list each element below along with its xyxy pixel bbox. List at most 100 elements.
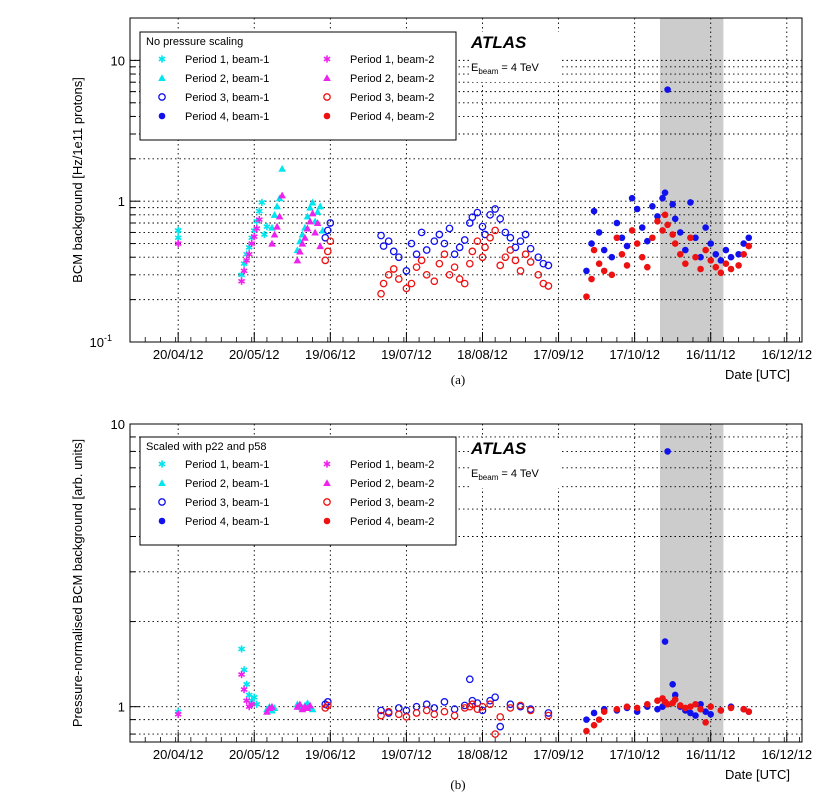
data-point: [544, 709, 553, 717]
energy-subscript: beam: [478, 67, 498, 76]
data-point: [608, 253, 616, 261]
data-point: [450, 250, 459, 259]
data-point: [702, 708, 709, 715]
data-point: [588, 240, 595, 247]
data-point: [664, 700, 671, 708]
data-point: [174, 710, 182, 718]
data-point: [717, 269, 725, 277]
data-point: [486, 233, 494, 242]
y-axis-label: Pressure-normalised BCM background [arb.…: [70, 439, 85, 727]
data-point: [306, 217, 314, 225]
data-point: [717, 257, 725, 264]
data-point: [250, 693, 258, 701]
legend-entry: Period 1, beam-1: [185, 54, 269, 66]
data-point: [238, 645, 246, 653]
data-point: [238, 670, 246, 679]
data-point: [486, 700, 494, 709]
legend-entry: Period 4, beam-2: [350, 111, 434, 123]
data-point: [412, 263, 421, 272]
data-point: [422, 270, 431, 279]
data-point: [638, 253, 646, 261]
x-tick-label: 19/06/12: [305, 347, 356, 362]
data-point: [600, 267, 608, 275]
data-point: [468, 213, 477, 222]
data-point: [511, 256, 520, 265]
data-point: [633, 704, 641, 712]
data-point: [644, 700, 651, 708]
data-point: [661, 211, 669, 219]
data-point: [633, 240, 641, 247]
atlas-label-bg: [469, 438, 561, 488]
x-tick-label: 17/10/12: [609, 347, 660, 362]
y-axis-label: BCM background [Hz/1e11 protons]: [70, 77, 85, 283]
data-point: [402, 284, 411, 293]
x-tick-label: 16/11/12: [686, 747, 736, 762]
legend-entry: Period 3, beam-1: [185, 92, 269, 104]
data-point: [654, 697, 661, 704]
data-point: [270, 230, 279, 238]
data-point: [402, 713, 411, 721]
data-point: [306, 701, 314, 709]
data-point: [697, 265, 704, 273]
data-point: [440, 707, 449, 716]
data-point: [659, 194, 666, 202]
x-tick-label: 20/04/12: [153, 747, 204, 762]
data-point: [238, 277, 246, 285]
legend: Scaled with p22 and p58 Period 1, beam-1 P…: [139, 436, 457, 546]
x-tick-label: 19/06/12: [305, 747, 356, 762]
data-point: [473, 237, 482, 246]
data-point: [478, 706, 487, 715]
data-point: [669, 201, 676, 208]
data-point: [506, 233, 515, 242]
data-point: [394, 710, 403, 719]
data-point: [628, 227, 636, 234]
legend-entry: Period 3, beam-1: [185, 497, 269, 509]
data-point: [516, 267, 525, 275]
x-axis-label: Date [UTC]: [725, 367, 790, 382]
data-point: [740, 705, 747, 713]
legend-entry: Period 1, beam-1: [185, 459, 269, 471]
data-point: [321, 233, 330, 242]
data-point: [544, 282, 553, 290]
data-point: [664, 221, 671, 229]
data-point: [455, 243, 464, 252]
y-tick-label: 10: [111, 417, 125, 432]
data-point: [268, 239, 276, 247]
data-point: [707, 240, 715, 247]
data-point: [671, 691, 679, 699]
data-point: [308, 209, 317, 217]
data-point: [654, 213, 661, 220]
data-point: [735, 262, 742, 269]
data-point: [676, 702, 684, 709]
x-tick-label: 16/12/12: [761, 347, 812, 362]
data-point: [654, 217, 661, 225]
data-point: [712, 250, 720, 258]
legend-entry: Period 3, beam-2: [350, 497, 434, 509]
data-point: [248, 700, 256, 708]
data-point: [671, 696, 679, 703]
energy-symbol: E: [471, 468, 478, 480]
data-point: [526, 258, 535, 266]
data-point: [501, 253, 510, 262]
data-point: [402, 267, 411, 275]
data-point: [478, 253, 487, 262]
data-points: [174, 448, 753, 738]
data-point: [407, 279, 416, 288]
data-point: [745, 708, 753, 715]
data-point: [389, 265, 398, 273]
data-point: [521, 230, 530, 239]
legend-marker: [323, 498, 331, 506]
data-point: [468, 700, 477, 709]
data-point: [697, 705, 704, 713]
data-point: [240, 267, 248, 275]
data-point: [727, 265, 735, 273]
data-point: [270, 211, 279, 218]
data-point: [644, 237, 651, 245]
data-point: [516, 701, 525, 710]
data-point: [687, 199, 694, 206]
data-point: [544, 261, 553, 270]
data-point: [460, 279, 469, 288]
legend-box: [139, 31, 457, 141]
data-point: [245, 250, 253, 258]
data-point: [595, 716, 603, 723]
